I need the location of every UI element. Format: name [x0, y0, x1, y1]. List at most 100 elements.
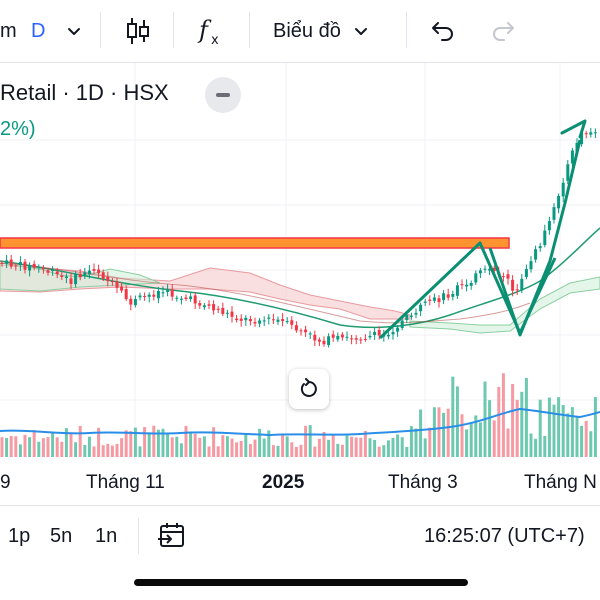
volume-bar — [299, 444, 303, 457]
redo-icon[interactable] — [490, 0, 516, 62]
volume-bar — [147, 432, 151, 457]
volume-bar — [336, 443, 340, 457]
symbol-fragment[interactable]: m — [0, 19, 17, 42]
volume-bar — [248, 444, 252, 457]
volume-bar — [451, 376, 455, 457]
candle-body — [584, 133, 588, 135]
candle-body — [101, 272, 105, 279]
candle-body — [538, 246, 542, 249]
candle-body — [492, 267, 496, 272]
volume-bar — [465, 429, 469, 457]
volume-bar — [87, 436, 91, 457]
symbol-legend-title[interactable]: Retail · 1D · HSX — [0, 80, 169, 105]
volume-bar — [460, 414, 464, 457]
candle-body — [37, 266, 41, 268]
volume-bar — [101, 445, 105, 457]
candle-body — [138, 295, 142, 298]
candle-body — [363, 338, 367, 340]
toolbar-divider-line — [0, 62, 600, 63]
candle-body — [432, 297, 436, 301]
candle-body — [0, 262, 4, 264]
candle-body — [106, 276, 110, 282]
candle-body — [189, 296, 193, 300]
candle-body — [373, 331, 377, 336]
home-indicator — [134, 579, 468, 586]
candle-body — [589, 132, 593, 135]
price-chart[interactable] — [0, 63, 600, 468]
volume-bar — [547, 397, 551, 457]
candle-body — [28, 264, 32, 271]
volume-bar — [308, 425, 312, 457]
range-button-5n[interactable]: 5n — [50, 524, 73, 547]
volume-bar — [455, 386, 459, 457]
clock-timezone[interactable]: 16:25:07 (UTC+7) — [424, 524, 585, 547]
reset-icon[interactable] — [289, 369, 329, 409]
candle-body — [501, 276, 505, 278]
candle-body — [331, 334, 335, 338]
volume-bar — [345, 435, 349, 457]
candle-body — [299, 330, 303, 332]
candle-body — [543, 230, 547, 246]
candle-body — [212, 304, 216, 311]
candle-body — [230, 311, 234, 317]
candle-body — [428, 299, 432, 301]
candle-body — [74, 274, 78, 285]
candle-body — [78, 273, 82, 278]
candle-body — [515, 289, 519, 291]
chevron-down-icon[interactable] — [66, 0, 82, 62]
candlestick-icon[interactable] — [124, 0, 152, 62]
interval-button[interactable]: D — [31, 19, 46, 42]
fx-icon[interactable]: f x — [197, 0, 225, 62]
candle-body — [221, 308, 225, 314]
candle-body — [511, 279, 515, 291]
candle-body — [359, 339, 363, 341]
volume-bar — [354, 437, 358, 457]
candle-body — [60, 275, 64, 278]
candle-body — [281, 319, 285, 322]
volume-bar — [437, 407, 441, 457]
volume-bar — [262, 438, 266, 457]
undo-icon[interactable] — [430, 0, 456, 62]
volume-bar — [69, 432, 73, 457]
candle-body — [115, 281, 119, 288]
volume-bar — [235, 442, 239, 457]
volume-bar — [552, 404, 556, 457]
volume-bar — [350, 436, 354, 457]
candle-body — [253, 322, 257, 324]
toolbar-divider — [249, 12, 250, 48]
volume-bar — [304, 425, 308, 457]
range-button-1p[interactable]: 1p — [8, 524, 31, 547]
candle-body — [419, 304, 423, 312]
volume-bar — [83, 445, 87, 457]
candle-body — [207, 304, 211, 306]
bottom-bar: 1p 5n 1n 16:25:07 (UTC+7) — [0, 506, 600, 566]
candle-body — [184, 297, 188, 300]
volume-bar — [428, 427, 432, 457]
candles — [0, 127, 597, 348]
candle-body — [340, 334, 344, 338]
chart-type-button[interactable]: Biểu đồ — [273, 0, 369, 62]
candle-body — [391, 332, 395, 335]
volume-bar — [340, 444, 344, 457]
volume-bars — [0, 373, 597, 457]
range-button-1n[interactable]: 1n — [95, 524, 118, 547]
candle-body — [455, 285, 459, 296]
volume-bar — [221, 435, 225, 457]
arrow-head — [560, 119, 587, 139]
volume-bar — [359, 437, 363, 457]
volume-bar — [322, 432, 326, 457]
volume-bar — [281, 433, 285, 457]
volume-bar — [566, 413, 570, 457]
volume-bar — [377, 446, 381, 457]
candle-body — [166, 289, 170, 293]
candle-body — [465, 284, 469, 287]
volume-bar — [405, 446, 409, 457]
volume-bar — [423, 438, 427, 457]
candle-body — [124, 289, 128, 300]
calendar-jump-icon[interactable] — [157, 506, 187, 566]
volume-bar — [419, 409, 423, 457]
toolbar-divider — [406, 12, 407, 48]
minus-icon[interactable] — [205, 77, 241, 113]
volume-bar — [175, 436, 179, 457]
volume-bar — [285, 436, 289, 457]
